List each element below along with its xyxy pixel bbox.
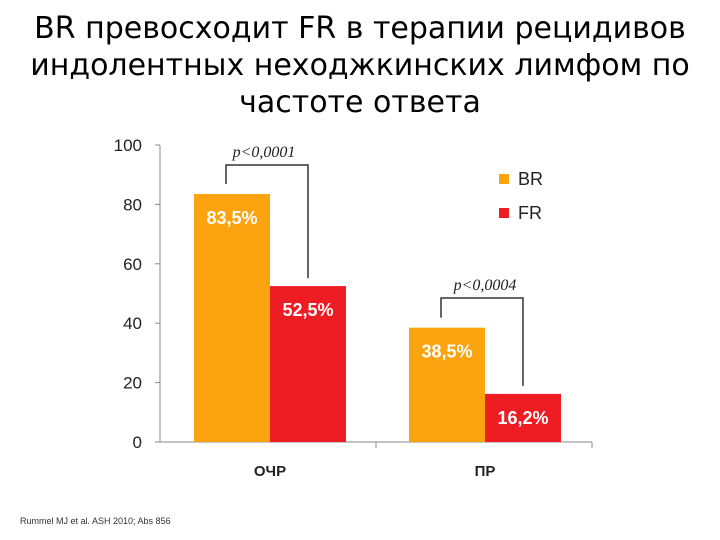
data-label: 52,5% [282,300,333,320]
title-line-3: частоте ответа [239,85,481,120]
significance-bracket [225,164,309,279]
legend-label: BR [518,169,543,189]
bar-fr [270,286,346,442]
y-tick-label: 100 [114,136,142,155]
p-value-label: p<0,0001 [232,144,296,161]
y-tick-label: 40 [123,314,142,333]
y-tick-label: 0 [133,433,142,452]
title-line-1: BR превосходит FR в терапии рецидивов [34,11,686,46]
significance-bracket [440,297,524,386]
data-label: 83,5% [206,208,257,228]
bar-br [194,194,270,442]
category-label: ПР [475,463,496,480]
y-tick-label: 20 [123,374,142,393]
slide-title: BR превосходит FR в терапии рецидивов ин… [0,10,720,121]
source-citation: Rummel MJ et al. ASH 2010; Abs 856 [20,516,171,526]
p-value-label: p<0,0004 [453,277,517,294]
y-tick-label: 80 [123,195,142,214]
bar-br [409,327,485,442]
category-label: ОЧР [254,463,286,480]
bar-fr [485,393,561,442]
data-label: 38,5% [421,342,472,362]
legend-swatch-br [499,174,509,184]
legend-swatch-fr [499,208,509,218]
y-tick-label: 60 [123,255,142,274]
legend-label: FR [518,203,542,223]
title-line-2: индолентных неходжкинских лимфом по [30,48,690,83]
data-label: 16,2% [497,408,548,428]
